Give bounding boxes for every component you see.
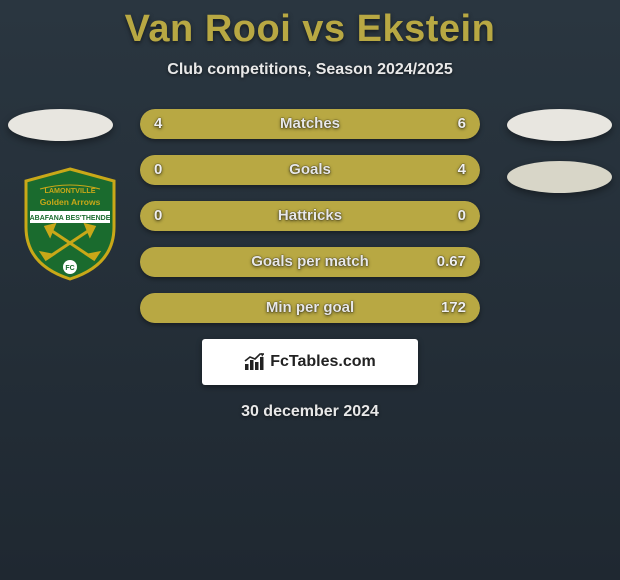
svg-text:Golden Arrows: Golden Arrows <box>40 197 101 207</box>
stat-label: Hattricks <box>140 201 480 231</box>
stat-value-right: 0 <box>458 201 466 231</box>
date-text: 30 december 2024 <box>0 403 620 421</box>
page-title: Van Rooi vs Ekstein <box>0 0 620 51</box>
stat-row: Goals per match0.67 <box>140 247 480 277</box>
svg-text:LAMONTVILLE: LAMONTVILLE <box>44 186 95 195</box>
stat-label: Goals per match <box>140 247 480 277</box>
stat-value-right: 4 <box>458 155 466 185</box>
stat-row: 4Matches6 <box>140 109 480 139</box>
stat-value-right: 0.67 <box>437 247 466 277</box>
svg-text:ABAFANA BES'THENDE: ABAFANA BES'THENDE <box>30 215 111 222</box>
stat-label: Goals <box>140 155 480 185</box>
stat-value-right: 6 <box>458 109 466 139</box>
brand-text: FcTables.com <box>270 353 376 371</box>
stat-row: Min per goal172 <box>140 293 480 323</box>
stat-value-right: 172 <box>441 293 466 323</box>
chart-icon <box>244 353 266 371</box>
brand-logo: FcTables.com <box>244 353 376 371</box>
club-badge: LAMONTVILLE Golden Arrows ABAFANA BES'TH… <box>20 167 120 282</box>
brand-box: FcTables.com <box>202 339 418 385</box>
player-right-placeholder-2 <box>507 161 612 193</box>
stat-rows: 4Matches60Goals40Hattricks0Goals per mat… <box>140 109 480 323</box>
svg-text:FC: FC <box>65 265 74 272</box>
player-right-placeholder-1 <box>507 109 612 141</box>
subtitle: Club competitions, Season 2024/2025 <box>0 61 620 79</box>
stat-label: Min per goal <box>140 293 480 323</box>
player-left-placeholder <box>8 109 113 141</box>
stats-area: LAMONTVILLE Golden Arrows ABAFANA BES'TH… <box>0 109 620 421</box>
stat-label: Matches <box>140 109 480 139</box>
stat-row: 0Hattricks0 <box>140 201 480 231</box>
stat-row: 0Goals4 <box>140 155 480 185</box>
